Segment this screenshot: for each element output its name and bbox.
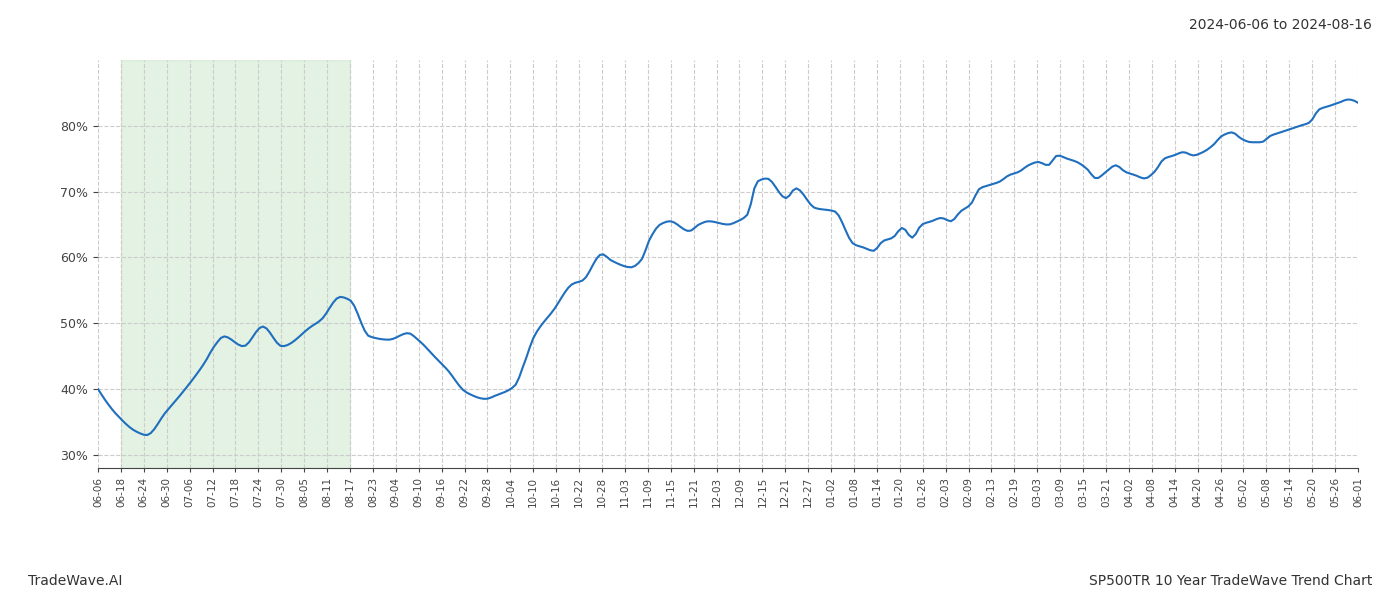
- Text: 2024-06-06 to 2024-08-16: 2024-06-06 to 2024-08-16: [1189, 18, 1372, 32]
- Bar: [120, 60, 350, 468]
- Text: SP500TR 10 Year TradeWave Trend Chart: SP500TR 10 Year TradeWave Trend Chart: [1089, 574, 1372, 588]
- Text: TradeWave.AI: TradeWave.AI: [28, 574, 122, 588]
